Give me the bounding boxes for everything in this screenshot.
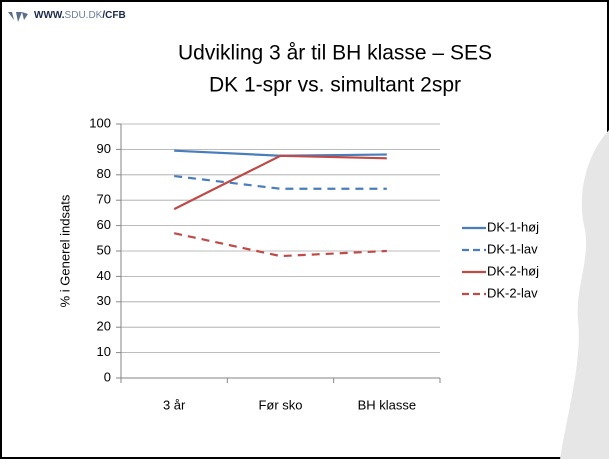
series-line [173, 154, 387, 211]
y-tick-label: 50 [97, 242, 111, 257]
logo-icon [8, 12, 28, 22]
decor-silhouette [560, 130, 609, 459]
y-tick-label: 30 [97, 293, 111, 308]
series-line [174, 174, 387, 190]
y-axis-title: % i Generel indsats [57, 194, 72, 307]
x-tick-label: 3 år [163, 397, 186, 412]
y-tick-label: 40 [97, 268, 111, 283]
y-tick-label: 70 [97, 192, 111, 207]
chart-title: DK 1-spr vs. simultant 2spr [209, 74, 461, 97]
logo-part: WWW. [34, 10, 65, 21]
x-tick-label: BH klasse [358, 397, 417, 412]
legend-label: DK-2-lav [487, 285, 538, 300]
y-tick-label: 60 [97, 217, 111, 232]
y-tick-label: 80 [97, 166, 111, 181]
logo-part: SDU.DK [65, 10, 103, 21]
legend-label: DK-1-lav [487, 241, 538, 256]
y-tick-label: 0 [104, 369, 111, 384]
y-tick-label: 100 [89, 115, 111, 130]
chart-title: Udvikling 3 år til BH klasse – SES [178, 42, 492, 65]
logo-part: /CFB [102, 10, 125, 21]
y-tick-label: 90 [97, 141, 111, 156]
legend-label: DK-2-høj [487, 263, 539, 278]
logo-text: WWW.SDU.DK/CFB [34, 10, 126, 21]
x-tick-label: Før sko [258, 397, 302, 412]
legend-label: DK-1-høj [487, 219, 539, 234]
y-tick-label: 10 [97, 344, 111, 359]
y-tick-label: 20 [97, 319, 111, 334]
